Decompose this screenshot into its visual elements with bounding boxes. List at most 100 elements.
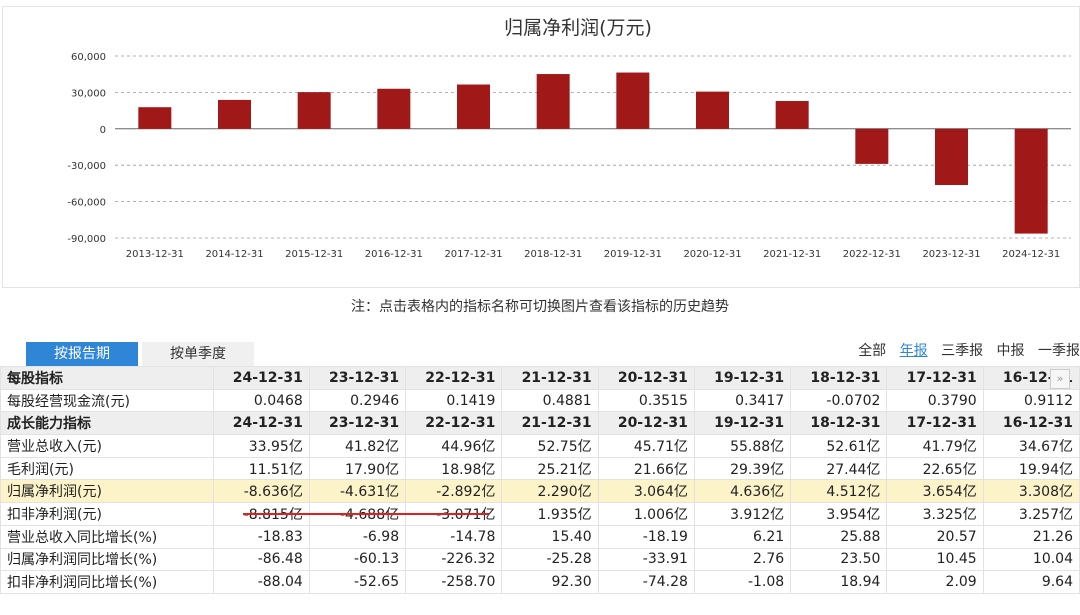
period-header-cell: 24-12-31 [212, 366, 310, 390]
filter-interim[interactable]: 中报 [996, 343, 1025, 359]
period-header-cell: 24-12-31 [212, 411, 310, 436]
value-cell: 1.006亿 [597, 502, 695, 526]
table-section-header: 每股指标 24-12-31 23-12-31 22-12-31 21-12-31 20-1… [0, 366, 1080, 390]
indicator-name[interactable]: 毛利润(元) [0, 456, 214, 481]
value-cell: 0.3417 [693, 388, 792, 413]
bar [297, 92, 331, 129]
filter-annual[interactable]: 年报 [899, 343, 928, 359]
value-cell: 33.95亿 [212, 434, 310, 458]
table-row: 扣非净利润(元)-8.815亿-4.688亿-3.071亿1.935亿1.006… [0, 502, 1080, 526]
filter-q3[interactable]: 三季报 [941, 343, 984, 359]
table-row: 毛利润(元) 11.51亿 17.90亿 18.98亿 25.21亿 21.66亿 29.3… [0, 456, 1080, 481]
x-tick-label: 2019-12-31 [604, 249, 662, 260]
value-cell: -52.65 [308, 570, 407, 594]
indicator-name[interactable]: 归属净利润同比增长(%) [0, 547, 214, 572]
value-cell: 10.45 [886, 547, 984, 572]
value-cell: 0.3515 [597, 388, 695, 413]
filter-q1[interactable]: 一季报 [1038, 343, 1080, 359]
period-header-cell: 17-12-31 [886, 411, 984, 436]
y-tick-label: 60,000 [71, 52, 106, 63]
value-cell: 3.064亿 [597, 479, 695, 504]
indicator-name: 每股指标 [0, 366, 214, 390]
period-header-cell: 21-12-31 [501, 411, 599, 436]
value-cell: 4.512亿 [790, 479, 888, 504]
value-cell: 3.325亿 [886, 502, 984, 526]
value-cell: 2.76 [693, 547, 792, 572]
table-row: 归属净利润(元) -8.636亿 -4.631亿 -2.892亿 2.290亿 3.064… [0, 479, 1080, 504]
bar [775, 101, 809, 129]
x-tick-label: 2024-12-31 [1002, 249, 1060, 260]
value-cell: 19.94亿 [982, 456, 1080, 481]
value-cell: 2.09 [886, 570, 984, 594]
value-cell: 0.9112 [982, 388, 1080, 413]
indicator-name: 成长能力指标 [0, 411, 214, 436]
table-row: 扣非净利润同比增长(%) -88.04 -52.65 -258.70 92.30 -74.… [0, 570, 1080, 594]
value-cell: 6.21 [693, 524, 792, 549]
value-cell: 25.88 [790, 524, 888, 549]
value-cell: 21.26 [982, 524, 1080, 549]
filter-all[interactable]: 全部 [858, 343, 887, 359]
period-header-cell: 19-12-31 [693, 411, 792, 436]
bar [377, 88, 411, 129]
value-cell: 52.61亿 [790, 434, 888, 458]
value-cell: 2.290亿 [501, 479, 599, 504]
y-tick-label: 30,000 [71, 88, 106, 99]
table-row: 每股经营现金流(元) 0.0468 0.2946 0.1419 0.4881 0.3515… [0, 388, 1080, 413]
period-header-cell: 23-12-31 [308, 411, 407, 436]
highlight-underline [243, 513, 489, 515]
value-cell: -60.13 [308, 547, 407, 572]
tab-by-report-period[interactable]: 按报告期 [26, 342, 138, 366]
value-cell: 15.40 [501, 524, 599, 549]
value-cell: 4.636亿 [693, 479, 792, 504]
x-tick-label: 2014-12-31 [205, 249, 263, 260]
period-header-cell: 18-12-31 [790, 366, 888, 390]
bar [1014, 128, 1048, 234]
period-header-cell: 22-12-31 [405, 411, 503, 436]
value-cell: -6.98 [308, 524, 407, 549]
value-cell: 44.96亿 [405, 434, 503, 458]
indicator-name[interactable]: 营业总收入(元) [0, 434, 214, 458]
value-cell: 3.912亿 [693, 502, 792, 526]
tab-by-single-quarter[interactable]: 按单季度 [142, 342, 254, 366]
value-cell: -258.70 [405, 570, 503, 594]
y-tick-label: -60,000 [67, 198, 106, 209]
value-cell: 18.98亿 [405, 456, 503, 481]
value-cell: 3.954亿 [790, 502, 888, 526]
x-tick-label: 2020-12-31 [683, 249, 741, 260]
x-tick-label: 2015-12-31 [285, 249, 343, 260]
value-cell: 52.75亿 [501, 434, 599, 458]
value-cell: 27.44亿 [790, 456, 888, 481]
table-row: 营业总收入(元) 33.95亿 41.82亿 44.96亿 52.75亿 45.71亿 55… [0, 434, 1080, 458]
value-cell: -1.08 [693, 570, 792, 594]
period-header-cell: 23-12-31 [308, 366, 407, 390]
y-tick-label: 0 [100, 125, 106, 136]
indicator-name[interactable]: 每股经营现金流(元) [0, 388, 214, 413]
bar [696, 91, 729, 129]
bar [855, 128, 889, 164]
net-profit-bar-chart: 归属净利润(万元) 60,000 30,000 0 -30,000 -60,000 -90,… [67, 17, 1071, 260]
period-header-cell: 18-12-31 [790, 411, 888, 436]
period-header-cell: 20-12-31 [597, 366, 695, 390]
value-cell: 22.65亿 [886, 456, 984, 481]
x-tick-label: 2022-12-31 [843, 249, 901, 260]
value-cell: 92.30 [501, 570, 599, 594]
x-tick-label: 2023-12-31 [922, 249, 980, 260]
indicator-name[interactable]: 扣非净利润同比增长(%) [0, 570, 214, 594]
value-cell: -2.892亿 [405, 479, 503, 504]
indicator-name[interactable]: 扣非净利润(元) [0, 502, 214, 526]
value-cell: 0.2946 [308, 388, 407, 413]
value-cell: -4.631亿 [308, 479, 407, 504]
value-cell: 3.654亿 [886, 479, 984, 504]
value-cell: 3.257亿 [982, 502, 1080, 526]
value-cell: -86.48 [212, 547, 310, 572]
value-cell: 17.90亿 [308, 456, 407, 481]
indicator-name[interactable]: 营业总收入同比增长(%) [0, 524, 214, 549]
value-cell: -88.04 [212, 570, 310, 594]
chart-note: 注：点击表格内的指标名称可切换图片查看该指标的历史趋势 [351, 299, 729, 315]
value-cell: 0.0468 [212, 388, 310, 413]
period-filter: 全部 年报 三季报 中报 一季报 [849, 340, 1080, 360]
period-header-cell: 17-12-31 [886, 366, 984, 390]
value-cell: 21.66亿 [597, 456, 695, 481]
indicator-name[interactable]: 归属净利润(元) [0, 479, 214, 504]
scroll-right-icon[interactable]: » [1050, 369, 1070, 389]
